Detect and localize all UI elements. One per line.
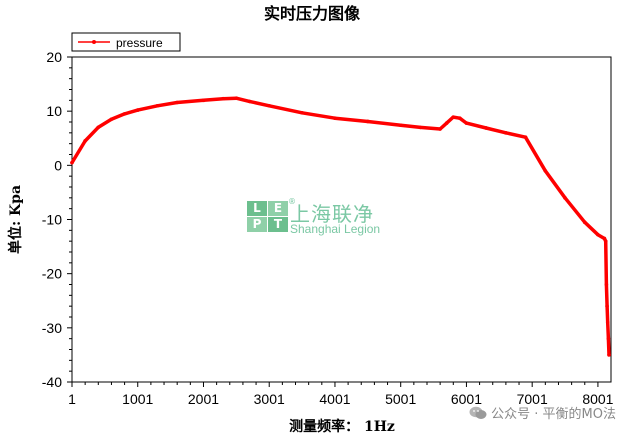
data-point	[70, 160, 74, 165]
y-axis-label: 单位: Kpa	[7, 185, 24, 254]
wechat-icon	[469, 406, 487, 419]
data-point	[604, 282, 609, 287]
data-point	[451, 115, 456, 119]
data-point	[221, 96, 225, 101]
x-tick-label: 4001	[319, 391, 350, 407]
watermark-reg-mark: ®	[288, 197, 296, 206]
y-tick-label: -20	[42, 266, 62, 282]
y-tick-label: 10	[46, 103, 62, 119]
x-axis-label: 测量频率： 1Hz	[289, 418, 395, 435]
data-point	[267, 103, 272, 108]
data-point	[523, 135, 528, 139]
x-tick-label: 1001	[122, 391, 153, 407]
data-point	[444, 121, 449, 125]
data-point	[607, 353, 611, 357]
data-point	[606, 336, 611, 341]
data-point	[201, 98, 206, 103]
legend-marker	[92, 40, 96, 44]
data-point	[603, 239, 608, 243]
x-tick-label: 2001	[188, 391, 219, 407]
y-tick-label: 20	[46, 49, 62, 65]
data-point	[438, 127, 442, 131]
data-point	[605, 304, 609, 308]
data-point	[543, 168, 548, 173]
y-tick-label: -10	[42, 212, 62, 228]
data-point	[457, 116, 462, 121]
chart-title: 实时压力图像	[264, 4, 361, 23]
data-point	[83, 139, 87, 143]
data-point	[300, 110, 304, 115]
x-tick-label: 7001	[517, 391, 548, 407]
data-point	[484, 126, 488, 130]
x-tick-label: 8001	[582, 391, 613, 407]
legend-label: pressure	[116, 36, 163, 50]
x-tick-label: 5001	[385, 391, 416, 407]
data-point	[596, 232, 600, 237]
legend-box	[71, 32, 181, 52]
data-point	[605, 320, 610, 325]
watermark-logo-letter: L	[247, 201, 267, 216]
footer-attribution: 公众号 · 平衡的MO法	[469, 403, 616, 422]
data-point	[234, 96, 239, 100]
y-tick-label: 0	[54, 157, 62, 173]
data-point	[109, 117, 114, 122]
y-tick-label: -30	[42, 320, 62, 336]
watermark-en-text: Shanghai Legion	[290, 222, 381, 236]
data-point	[96, 125, 101, 130]
data-point	[582, 220, 587, 225]
watermark-logo-letter: P	[247, 217, 267, 232]
watermark-cn-text: 上海联净	[290, 202, 374, 226]
data-point	[563, 196, 567, 200]
data-point	[365, 119, 370, 124]
data-point	[464, 121, 469, 125]
watermark-logo-letter: E	[268, 201, 288, 216]
data-point	[333, 116, 337, 121]
watermark-logo: L E P T ®	[247, 197, 296, 235]
x-tick-label: 6001	[451, 391, 482, 407]
data-point	[602, 236, 607, 241]
data-point	[135, 108, 140, 112]
data-point	[122, 112, 127, 116]
data-point	[398, 123, 403, 128]
data-point	[418, 125, 423, 130]
x-tick-label: 3001	[254, 391, 285, 407]
footer-text: 公众号 · 平衡的MO法	[491, 407, 616, 422]
x-tick-label: 1	[68, 391, 76, 407]
y-tick-label: -40	[42, 374, 62, 390]
data-point	[504, 131, 508, 135]
watermark-logo-letter: T	[268, 217, 288, 232]
data-point	[175, 100, 179, 105]
data-point	[247, 99, 252, 104]
data-point	[155, 103, 160, 108]
